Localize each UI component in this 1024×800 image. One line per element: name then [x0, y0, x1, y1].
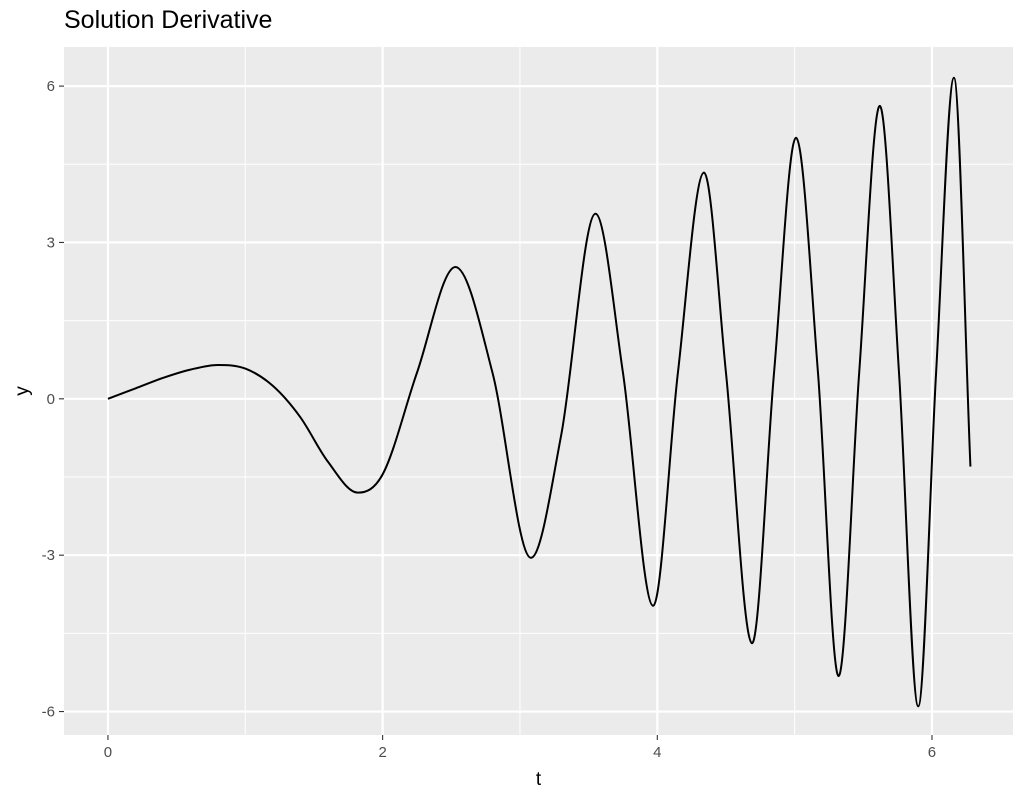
y-tick-label: 3	[47, 234, 55, 251]
series-line	[107, 76, 972, 708]
y-tick-label: -3	[42, 547, 55, 564]
axis-ticks	[59, 85, 933, 740]
y-tick-label: 6	[47, 78, 55, 95]
plot-panel	[64, 47, 1013, 735]
y-axis-label: y	[12, 386, 33, 396]
major-gridlines	[64, 47, 1013, 735]
y-tick-label: 0	[47, 391, 55, 408]
minor-gridlines	[64, 47, 1013, 735]
y-tick-labels: -6 -3 0 3 6	[42, 78, 55, 720]
x-tick-label: 2	[378, 744, 386, 761]
x-tick-label: 4	[653, 744, 661, 761]
x-tick-label: 0	[104, 744, 112, 761]
series-layer	[107, 76, 972, 708]
x-tick-labels: 0 2 4 6	[104, 744, 936, 761]
y-tick-label: -6	[42, 704, 55, 721]
chart-title: Solution Derivative	[64, 6, 273, 34]
x-tick-label: 6	[928, 744, 936, 761]
x-axis-label: t	[536, 769, 542, 790]
